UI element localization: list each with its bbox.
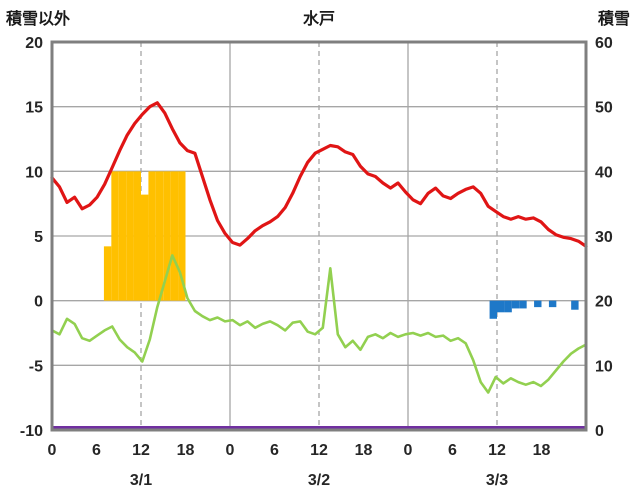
hour-tick-label: 18 (355, 442, 373, 459)
orange-bars (103, 246, 112, 301)
hour-tick-label: 0 (226, 442, 235, 459)
left-axis-tick-label: 15 (25, 100, 43, 117)
hour-tick-label: 18 (177, 442, 195, 459)
right-axis-tick-label: 40 (595, 164, 613, 181)
left-axis-tick-label: 5 (34, 229, 43, 246)
day-label: 3/1 (130, 472, 152, 489)
hour-tick-label: 6 (270, 442, 279, 459)
day-label: 3/2 (308, 472, 330, 489)
hour-tick-label: 0 (48, 442, 57, 459)
left-axis-title: 積雪以外 (6, 11, 71, 28)
right-axis-tick-label: 20 (595, 294, 613, 311)
blue-bars (571, 300, 579, 310)
right-axis-tick-label: 0 (595, 423, 604, 440)
hour-tick-label: 0 (404, 442, 413, 459)
orange-bars (163, 171, 171, 301)
right-axis-tick-label: 30 (595, 229, 613, 246)
blue-bars (489, 300, 497, 319)
blue-bars (504, 300, 512, 313)
blue-bars (497, 300, 505, 313)
right-axis-tick-label: 50 (595, 100, 613, 117)
orange-bars (170, 171, 179, 301)
plot-border (50, 40, 588, 432)
hour-tick-label: 12 (488, 442, 506, 459)
blue-bars (534, 300, 542, 308)
hour-tick-label: 12 (132, 442, 150, 459)
hour-tick-label: 6 (448, 442, 457, 459)
orange-bars (155, 171, 164, 301)
orange-bars (118, 171, 127, 301)
hour-tick-label: 12 (310, 442, 328, 459)
day-label: 3/3 (486, 472, 508, 489)
left-axis-tick-label: 0 (34, 294, 43, 311)
orange-bars (133, 171, 141, 301)
green-line (50, 254, 588, 394)
blue-bars (519, 300, 527, 309)
hour-tick-label: 6 (92, 442, 101, 459)
chart-title: 水戸 (302, 11, 335, 28)
left-axis-tick-label: 10 (25, 164, 43, 181)
right-axis-tick-label: 60 (595, 35, 613, 52)
left-axis-tick-label: -10 (20, 423, 43, 440)
orange-bars (141, 194, 149, 301)
orange-bars (178, 171, 186, 301)
left-axis-tick-label: -5 (29, 358, 43, 375)
orange-bars (148, 171, 156, 301)
orange-bars (126, 171, 134, 301)
right-axis-tick-label: 10 (595, 358, 613, 375)
orange-bars (111, 171, 119, 301)
red-line (50, 101, 588, 248)
right-axis-title: 積雪 (597, 11, 630, 28)
blue-bars (511, 300, 520, 309)
blue-bars (548, 300, 557, 308)
left-axis-tick-label: 20 (25, 35, 43, 52)
hour-tick-label: 18 (533, 442, 551, 459)
